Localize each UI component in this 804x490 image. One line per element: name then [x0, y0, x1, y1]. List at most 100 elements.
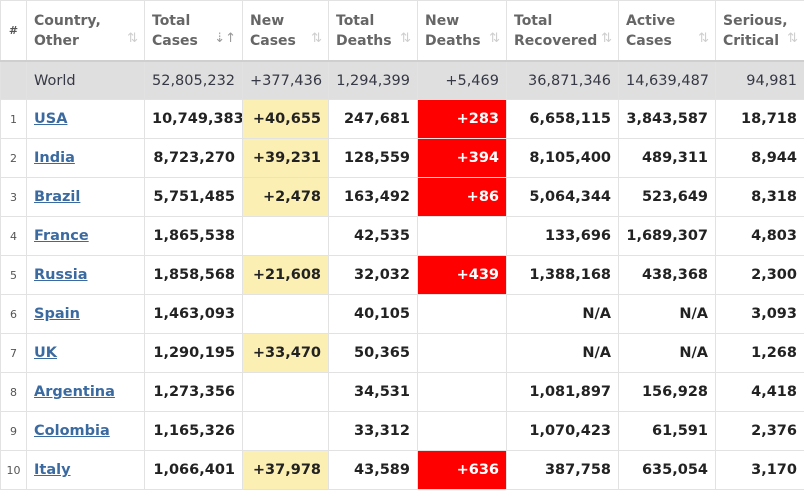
rank-cell: 3	[1, 178, 27, 217]
new-deaths-cell	[418, 373, 507, 412]
new-deaths-cell: +394	[418, 139, 507, 178]
serious-critical-cell: 2,300	[716, 256, 804, 295]
country-cell: Brazil	[27, 178, 145, 217]
country-link[interactable]: UK	[34, 345, 57, 361]
country-cell: Argentina	[27, 373, 145, 412]
header-serious-critical-line1: Serious,	[723, 11, 804, 31]
header-rank[interactable]: #	[1, 1, 27, 62]
serious-critical-cell: 3,093	[716, 295, 804, 334]
serious-critical-cell: 3,170	[716, 451, 804, 490]
total-recovered-cell: 1,070,423	[507, 412, 619, 451]
rank-cell: 6	[1, 295, 27, 334]
country-link[interactable]: India	[34, 150, 75, 166]
new-cases-cell	[243, 295, 329, 334]
total-cases-cell: 8,723,270	[145, 139, 243, 178]
total-cases-cell: 1,273,356	[145, 373, 243, 412]
country-cell: France	[27, 217, 145, 256]
country-link[interactable]: Brazil	[34, 189, 80, 205]
total-recovered-cell: 133,696	[507, 217, 619, 256]
total-deaths-cell: 32,032	[329, 256, 418, 295]
rank-cell: 9	[1, 412, 27, 451]
country-link[interactable]: Argentina	[34, 384, 115, 400]
new-deaths-cell	[418, 217, 507, 256]
country-cell: Italy	[27, 451, 145, 490]
serious-critical-cell: 2,376	[716, 412, 804, 451]
country-link[interactable]: USA	[34, 111, 67, 127]
world-total-row: World 52,805,232 +377,436 1,294,399 +5,4…	[1, 61, 804, 100]
total-recovered-cell: 8,105,400	[507, 139, 619, 178]
total-recovered-cell: 1,388,168	[507, 256, 619, 295]
header-new-cases-line1: New	[250, 11, 328, 31]
header-country[interactable]: Country,Other⇅	[27, 1, 145, 62]
total-deaths-cell: 50,365	[329, 334, 418, 373]
new-cases-cell: +40,655	[243, 100, 329, 139]
sort-arrows-icon[interactable]: ⇅	[311, 31, 322, 46]
country-link[interactable]: Spain	[34, 306, 80, 322]
header-serious-critical[interactable]: Serious,Critical⇅	[716, 1, 804, 62]
world-total-recovered: 36,871,346	[507, 61, 619, 100]
total-recovered-cell: 6,658,115	[507, 100, 619, 139]
country-link[interactable]: Colombia	[34, 423, 110, 439]
sort-arrows-icon[interactable]: ⇅	[127, 31, 138, 46]
active-cases-cell: 523,649	[619, 178, 716, 217]
sort-arrows-icon[interactable]: ⇅	[601, 31, 612, 46]
world-total-cases: 52,805,232	[145, 61, 243, 100]
sort-arrows-icon[interactable]: ⇅	[489, 31, 500, 46]
sort-arrows-icon[interactable]: ⇅	[698, 31, 709, 46]
active-cases-cell: N/A	[619, 334, 716, 373]
new-cases-cell: +33,470	[243, 334, 329, 373]
table-body: World 52,805,232 +377,436 1,294,399 +5,4…	[1, 61, 804, 490]
new-deaths-cell: +636	[418, 451, 507, 490]
serious-critical-cell: 8,318	[716, 178, 804, 217]
header-new-deaths-line1: New	[425, 11, 506, 31]
total-deaths-cell: 42,535	[329, 217, 418, 256]
total-cases-cell: 1,165,326	[145, 412, 243, 451]
total-recovered-cell: 1,081,897	[507, 373, 619, 412]
total-recovered-cell: 5,064,344	[507, 178, 619, 217]
active-cases-cell: 3,843,587	[619, 100, 716, 139]
country-link[interactable]: France	[34, 228, 89, 244]
total-cases-cell: 1,290,195	[145, 334, 243, 373]
sort-arrows-icon[interactable]: ⇅	[400, 31, 411, 46]
active-cases-cell: 438,368	[619, 256, 716, 295]
total-recovered-cell: N/A	[507, 295, 619, 334]
country-link[interactable]: Italy	[34, 462, 71, 478]
new-deaths-cell	[418, 295, 507, 334]
country-cell: India	[27, 139, 145, 178]
country-cell: UK	[27, 334, 145, 373]
active-cases-cell: 635,054	[619, 451, 716, 490]
active-cases-cell: 1,689,307	[619, 217, 716, 256]
new-cases-cell: +2,478	[243, 178, 329, 217]
rank-cell: 5	[1, 256, 27, 295]
country-cell: Spain	[27, 295, 145, 334]
new-cases-cell: +21,608	[243, 256, 329, 295]
sort-descending-icon[interactable]: ⇣↑	[214, 31, 236, 46]
active-cases-cell: 61,591	[619, 412, 716, 451]
total-recovered-cell: N/A	[507, 334, 619, 373]
new-deaths-cell: +283	[418, 100, 507, 139]
serious-critical-cell: 4,418	[716, 373, 804, 412]
total-deaths-cell: 43,589	[329, 451, 418, 490]
new-cases-cell	[243, 412, 329, 451]
world-total-deaths: 1,294,399	[329, 61, 418, 100]
active-cases-cell: 156,928	[619, 373, 716, 412]
total-cases-cell: 1,865,538	[145, 217, 243, 256]
country-link[interactable]: Russia	[34, 267, 88, 283]
rank-cell: 10	[1, 451, 27, 490]
sort-arrows-icon[interactable]: ⇅	[787, 31, 798, 46]
country-cell: Russia	[27, 256, 145, 295]
